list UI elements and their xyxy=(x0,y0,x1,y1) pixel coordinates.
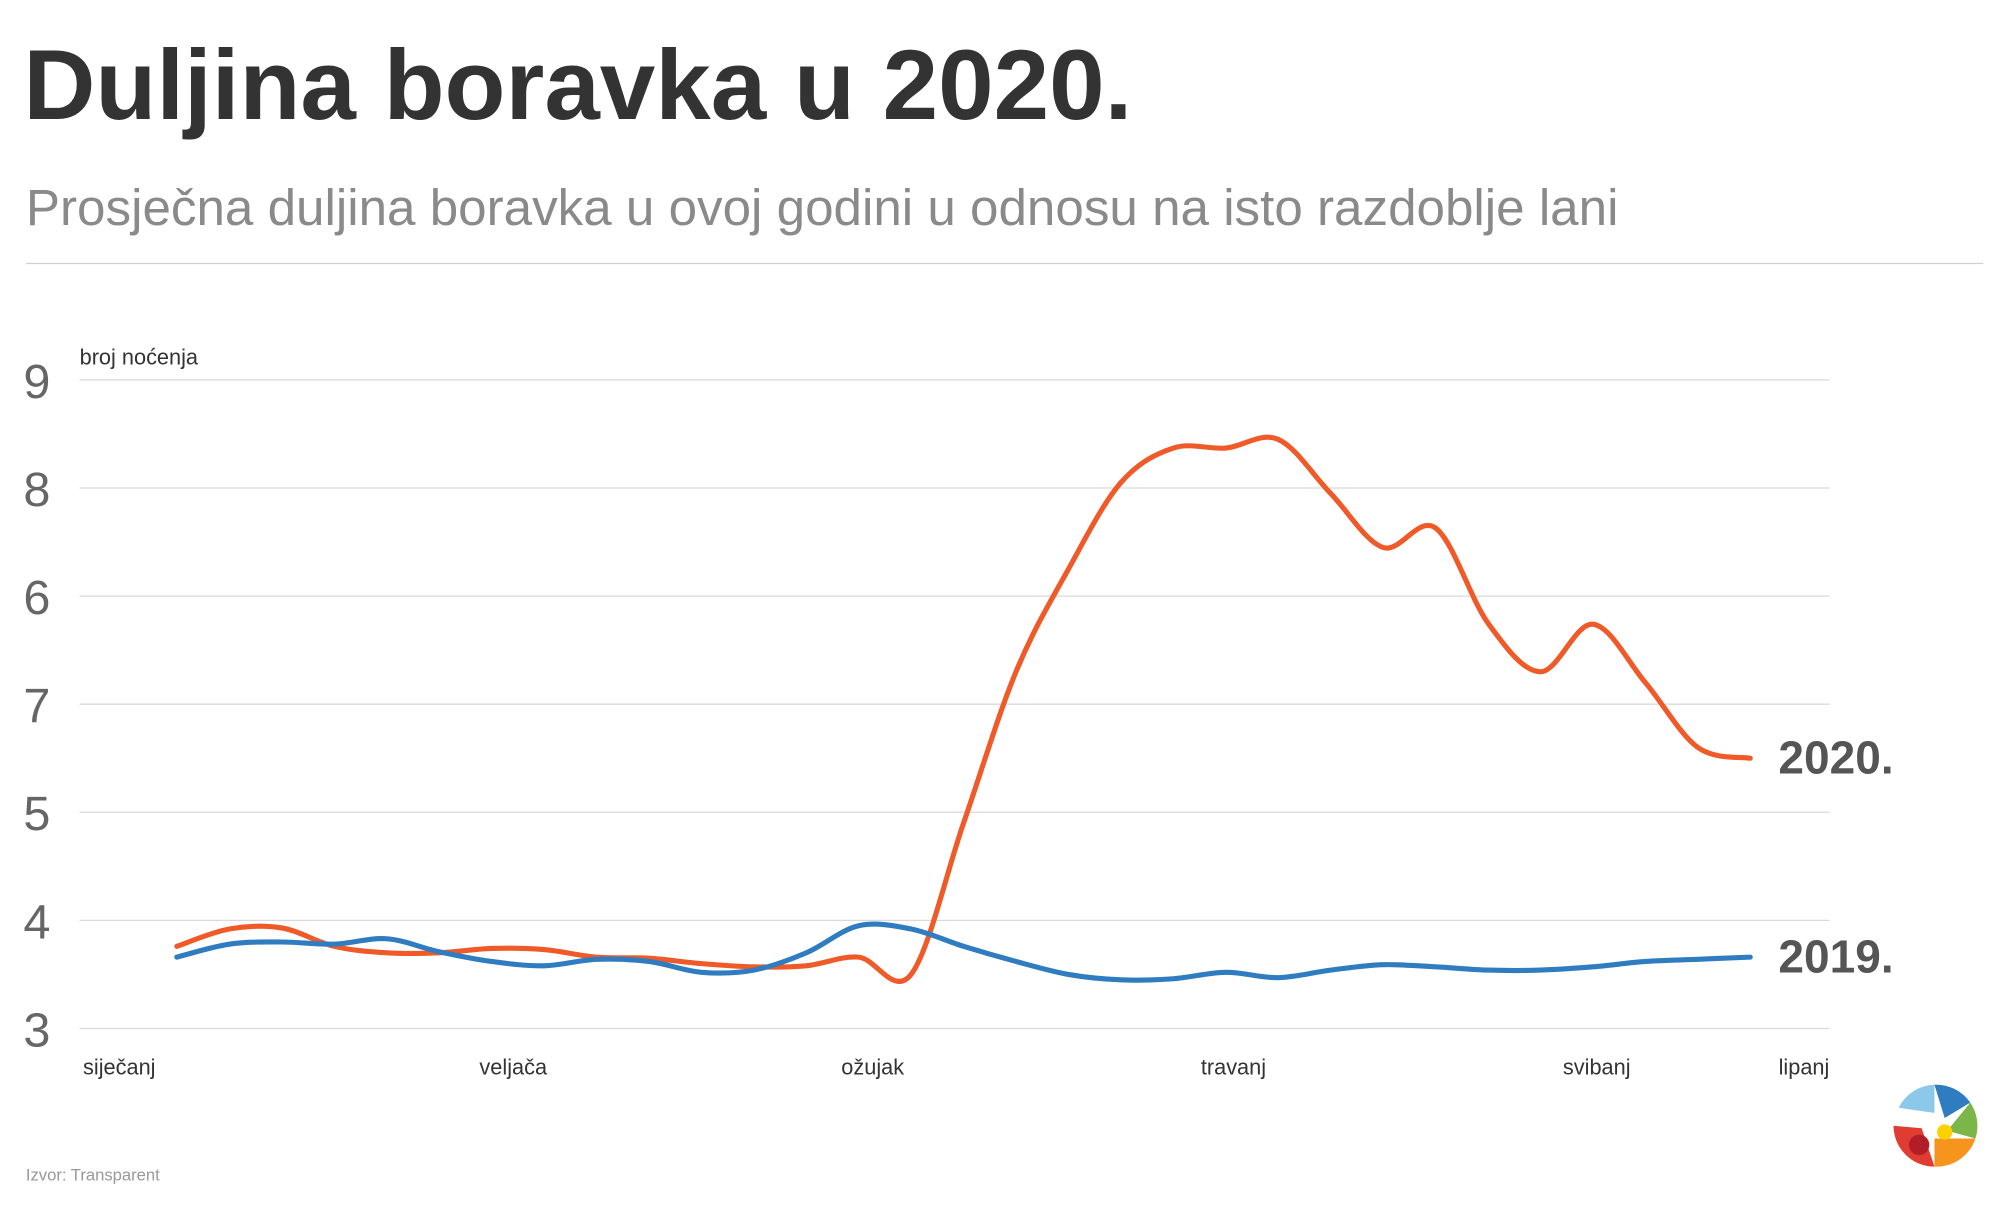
y-axis-label: broj noćenja xyxy=(80,345,199,370)
x-tick-label: siječanj xyxy=(83,1055,155,1080)
logo xyxy=(1893,1084,1978,1167)
y-tick-label: 8 xyxy=(23,463,50,517)
y-tick-label: 9 xyxy=(23,355,50,409)
y-tick-label: 6 xyxy=(23,571,50,625)
y-tick-label: 4 xyxy=(23,895,50,949)
line-series xyxy=(174,921,1753,983)
legend-label: 2019. xyxy=(1778,930,1893,982)
y-tick-label: 5 xyxy=(23,787,50,841)
legend-label: 2020. xyxy=(1778,732,1893,784)
y-tick-label: 7 xyxy=(23,679,50,733)
x-tick-label: lipanj xyxy=(1779,1055,1830,1080)
x-tick-label: ožujak xyxy=(841,1055,904,1080)
source: Izvor: Transparent xyxy=(26,1166,160,1185)
x-tick-label: svibanj xyxy=(1563,1055,1631,1080)
line-series xyxy=(174,434,1753,984)
y-tick-label: 3 xyxy=(23,1003,50,1057)
chart-title: Duljina boravka u 2020. xyxy=(23,30,1132,141)
x-tick-label: travanj xyxy=(1201,1055,1266,1080)
chart-subtitle: Prosječna duljina boravka u ovoj godini … xyxy=(26,179,1619,236)
x-tick-label: veljača xyxy=(479,1055,548,1080)
